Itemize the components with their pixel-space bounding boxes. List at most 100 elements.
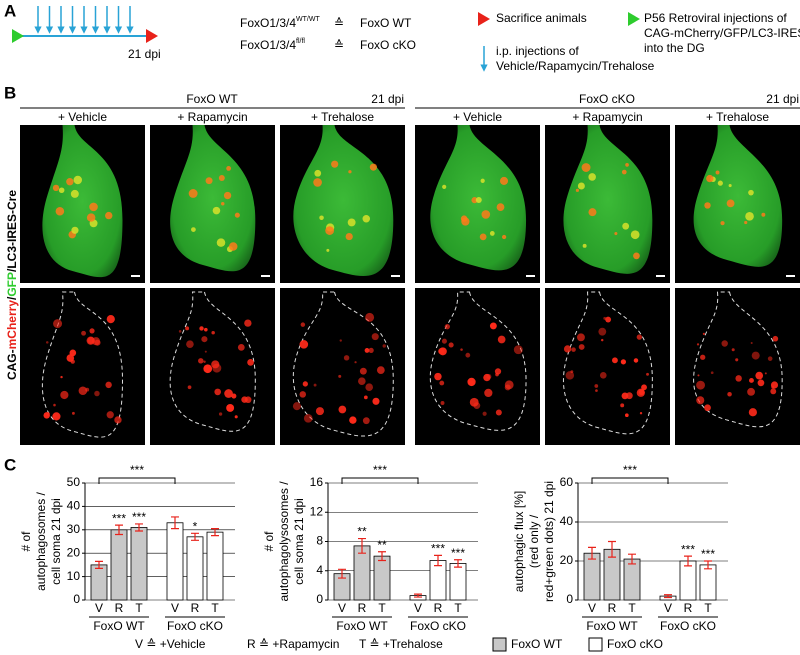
puncta [300, 322, 306, 327]
y-tick-label: 40 [67, 499, 81, 513]
puncta [203, 360, 206, 363]
text-part: FoxO1/3/4 [240, 16, 296, 30]
text-part: fl/fl [296, 38, 305, 45]
significance: *** [451, 546, 465, 560]
micrograph [415, 288, 540, 445]
puncta [52, 414, 56, 418]
puncta [247, 358, 254, 366]
puncta [382, 344, 386, 348]
group-label: FoxO cKO [410, 619, 466, 633]
error-bar [95, 560, 103, 570]
puncta [441, 338, 447, 344]
puncta [223, 191, 232, 200]
significance: *** [112, 511, 126, 525]
y-axis-label: (red only / [527, 514, 541, 568]
error-bar [171, 516, 179, 530]
puncta [577, 182, 585, 190]
y-tick-label: 0 [316, 592, 323, 606]
puncta [621, 169, 627, 175]
error-bar [358, 537, 366, 554]
puncta [204, 327, 208, 332]
bar [449, 563, 467, 601]
y-tick-label: 8 [316, 534, 323, 548]
legend-text: Vehicle/Rapamycin/Trehalose [496, 59, 655, 73]
puncta [495, 409, 502, 416]
puncta [86, 213, 96, 222]
cell-outline [693, 291, 783, 428]
y-axis-label: red+green dots) 21 dpi [542, 481, 556, 602]
puncta [226, 404, 235, 412]
puncta [331, 160, 339, 168]
bar [429, 560, 447, 601]
timeline-end: 21 dpi [128, 47, 161, 61]
y-axis-label: cell soma 21 dpi [292, 498, 306, 585]
puncta [633, 252, 640, 260]
puncta [299, 340, 309, 349]
scale-bar [656, 275, 665, 277]
puncta [612, 357, 618, 364]
puncta [362, 215, 371, 223]
x-tick-label: V [414, 601, 422, 615]
puncta [565, 371, 575, 380]
puncta [605, 316, 612, 323]
puncta [365, 383, 374, 392]
puncta [720, 221, 725, 226]
group-label: FoxO WT [336, 619, 388, 633]
puncta [203, 364, 213, 374]
puncta [639, 412, 643, 415]
puncta [577, 333, 585, 342]
puncta [704, 202, 711, 209]
puncta [630, 230, 640, 240]
puncta [715, 170, 720, 175]
x-tick-label: V [664, 601, 672, 615]
puncta [73, 175, 83, 185]
puncta [60, 375, 63, 379]
cell-soma [170, 125, 256, 272]
legend-text: i.p. injections of [496, 44, 579, 58]
legend-text: into the DG [644, 41, 705, 55]
puncta [364, 348, 370, 353]
puncta [46, 412, 50, 416]
y-axis-label: autophagolysosomes / [277, 481, 291, 602]
puncta [315, 407, 324, 416]
text-part: /LC3-IRES-Cre [5, 190, 19, 272]
scale-bar [526, 275, 535, 277]
key-text: R ≙ +Rapamycin [247, 637, 339, 651]
bar [166, 522, 184, 601]
puncta [755, 371, 764, 380]
puncta [224, 389, 233, 398]
puncta [641, 384, 647, 391]
puncta [726, 199, 735, 208]
puncta [588, 173, 596, 181]
puncta [700, 354, 706, 360]
y-tick-label: 30 [67, 522, 81, 536]
puncta [706, 174, 714, 183]
puncta [53, 403, 56, 407]
puncta [448, 342, 454, 348]
puncta [66, 354, 75, 362]
puncta [748, 189, 754, 196]
y-axis-label: autophagic flux [%] [512, 491, 526, 592]
puncta [744, 220, 748, 225]
puncta [479, 233, 487, 241]
cell-outline [41, 291, 124, 438]
text-part: / [5, 296, 19, 300]
puncta [70, 189, 79, 198]
puncta [89, 202, 98, 212]
end-marker [146, 29, 158, 43]
x-tick-label: R [434, 601, 443, 615]
group-label: FoxO cKO [660, 619, 716, 633]
puncta [486, 374, 492, 380]
significance: ** [377, 538, 387, 552]
puncta [439, 380, 445, 386]
puncta [484, 388, 493, 398]
puncta [226, 166, 232, 171]
text-part: GFP [5, 272, 19, 297]
puncta [770, 388, 777, 395]
puncta [369, 163, 377, 171]
puncta [354, 361, 357, 364]
puncta [575, 188, 579, 192]
puncta [710, 371, 714, 375]
puncta [371, 333, 379, 341]
error-bar [664, 594, 672, 599]
